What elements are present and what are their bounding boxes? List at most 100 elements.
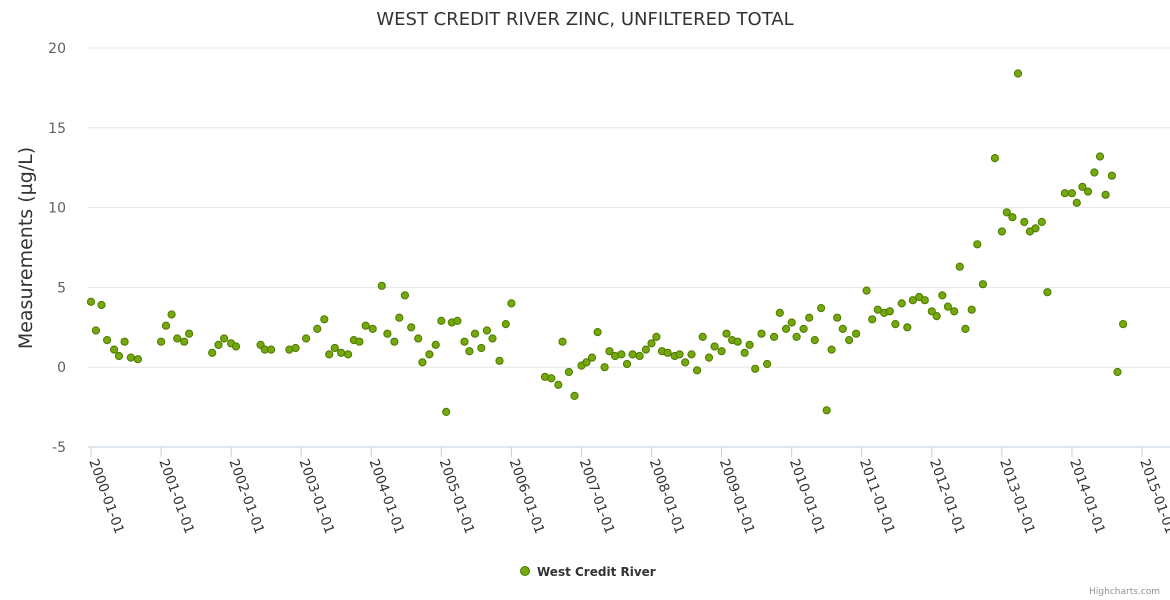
data-point[interactable]	[587, 353, 597, 362]
data-point[interactable]	[180, 337, 189, 346]
data-point[interactable]	[1072, 198, 1081, 207]
data-point[interactable]	[1020, 217, 1029, 227]
data-point[interactable]	[313, 324, 322, 333]
data-point[interactable]	[395, 313, 404, 322]
data-point[interactable]	[120, 337, 129, 346]
data-point[interactable]	[600, 363, 609, 372]
data-point[interactable]	[938, 291, 947, 300]
data-point[interactable]	[547, 374, 556, 383]
data-point[interactable]	[501, 320, 510, 329]
data-point[interactable]	[903, 323, 912, 332]
legend[interactable]: West Credit River	[520, 565, 656, 579]
data-point[interactable]	[1113, 367, 1122, 377]
data-point[interactable]	[390, 337, 399, 346]
data-point[interactable]	[558, 337, 567, 346]
data-point[interactable]	[770, 332, 779, 341]
data-point[interactable]	[368, 324, 377, 333]
data-point[interactable]	[838, 324, 847, 333]
data-point[interactable]	[687, 350, 696, 359]
data-point[interactable]	[827, 345, 836, 354]
data-point[interactable]	[792, 332, 801, 341]
data-point[interactable]	[722, 329, 731, 338]
data-point[interactable]	[185, 329, 194, 338]
data-point[interactable]	[943, 302, 953, 311]
data-point[interactable]	[103, 336, 112, 345]
data-point[interactable]	[442, 407, 451, 416]
data-point[interactable]	[355, 337, 364, 346]
data-point[interactable]	[507, 299, 516, 308]
data-point[interactable]	[330, 343, 339, 353]
data-point[interactable]	[97, 300, 106, 310]
data-point[interactable]	[862, 286, 871, 295]
data-point[interactable]	[1013, 69, 1023, 78]
data-point[interactable]	[477, 343, 486, 353]
data-point[interactable]	[745, 340, 754, 349]
highcharts-credits[interactable]: Highcharts.com	[1089, 587, 1160, 597]
data-point[interactable]	[681, 358, 690, 367]
data-point[interactable]	[873, 305, 882, 314]
data-point[interactable]	[810, 336, 819, 345]
data-point[interactable]	[757, 329, 766, 338]
data-point[interactable]	[593, 328, 602, 337]
data-point[interactable]	[302, 334, 311, 343]
data-point[interactable]	[845, 336, 854, 345]
data-point[interactable]	[161, 321, 171, 330]
data-point[interactable]	[173, 334, 182, 343]
data-point[interactable]	[751, 364, 760, 373]
data-point[interactable]	[453, 316, 462, 325]
data-point[interactable]	[817, 304, 826, 313]
data-point[interactable]	[833, 313, 842, 322]
data-point[interactable]	[460, 337, 469, 346]
data-point[interactable]	[740, 348, 749, 357]
data-point[interactable]	[291, 343, 300, 353]
data-point[interactable]	[325, 350, 334, 359]
data-point[interactable]	[1043, 288, 1052, 297]
data-point[interactable]	[1002, 208, 1011, 217]
data-point[interactable]	[231, 342, 241, 351]
data-point[interactable]	[1037, 217, 1046, 227]
data-point[interactable]	[635, 351, 644, 361]
data-point[interactable]	[717, 347, 726, 356]
data-point[interactable]	[133, 355, 142, 364]
data-point[interactable]	[564, 367, 574, 377]
data-point[interactable]	[775, 308, 784, 317]
data-point[interactable]	[782, 324, 791, 333]
data-point[interactable]	[605, 347, 614, 356]
data-point[interactable]	[704, 353, 714, 362]
data-point[interactable]	[465, 347, 474, 356]
data-point[interactable]	[1067, 189, 1077, 198]
data-point[interactable]	[554, 380, 563, 389]
data-point[interactable]	[932, 312, 941, 321]
data-point[interactable]	[208, 348, 217, 357]
data-point[interactable]	[967, 305, 976, 314]
data-point[interactable]	[414, 334, 423, 343]
data-point[interactable]	[799, 324, 808, 333]
data-point[interactable]	[437, 316, 446, 325]
data-point[interactable]	[220, 334, 229, 343]
data-point[interactable]	[763, 359, 772, 369]
data-point[interactable]	[488, 334, 497, 343]
data-point[interactable]	[418, 358, 427, 367]
data-point[interactable]	[990, 154, 1000, 163]
data-point[interactable]	[978, 280, 988, 289]
data-point[interactable]	[787, 318, 796, 327]
data-point[interactable]	[407, 323, 416, 332]
data-point[interactable]	[582, 358, 591, 367]
data-point[interactable]	[908, 296, 918, 305]
data-point[interactable]	[114, 351, 124, 361]
data-point[interactable]	[652, 332, 661, 341]
data-point[interactable]	[1008, 213, 1017, 222]
data-point[interactable]	[377, 281, 386, 290]
legend-item-west-credit-river[interactable]: West Credit River	[537, 565, 656, 579]
data-point[interactable]	[425, 350, 434, 359]
data-point[interactable]	[698, 332, 707, 341]
data-point[interactable]	[961, 324, 970, 333]
data-point[interactable]	[167, 310, 176, 319]
data-point[interactable]	[400, 291, 409, 300]
data-point[interactable]	[852, 329, 861, 338]
data-point[interactable]	[157, 337, 166, 346]
data-point[interactable]	[482, 326, 491, 335]
data-point[interactable]	[1031, 224, 1040, 233]
series-west-credit-river[interactable]	[86, 69, 1128, 416]
data-point[interactable]	[955, 262, 964, 271]
